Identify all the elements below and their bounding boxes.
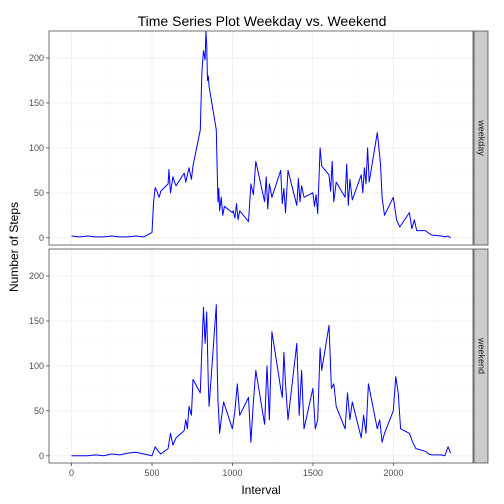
y-axis-title: Number of Steps bbox=[7, 202, 21, 292]
x-tick-label: 500 bbox=[144, 468, 159, 478]
panel-border bbox=[48, 248, 474, 464]
strip-weekend: weekend bbox=[473, 248, 489, 464]
y-tick-label: 200 bbox=[29, 271, 44, 281]
series-line-weekend bbox=[71, 304, 451, 457]
panel-background bbox=[49, 249, 473, 463]
y-tick-label: 50 bbox=[34, 188, 44, 198]
y-tick-label: 100 bbox=[29, 361, 44, 371]
x-tick-label: 1500 bbox=[303, 468, 323, 478]
y-tick-label: 0 bbox=[39, 451, 44, 461]
y-tick-label: 150 bbox=[29, 316, 44, 326]
y-tick-label: 50 bbox=[34, 406, 44, 416]
strip-weekday: weekday bbox=[473, 30, 489, 246]
panel-weekday: 0 50 100 150 200 bbox=[29, 30, 474, 246]
x-axis-title: Interval bbox=[241, 483, 280, 497]
x-tick-label: 0 bbox=[69, 468, 74, 478]
panel-weekend: 0 50 100 150 200 bbox=[29, 248, 474, 464]
panel-border bbox=[48, 30, 474, 246]
y-tick-label: 150 bbox=[29, 98, 44, 108]
strip-background bbox=[473, 30, 489, 246]
y-tick-label: 200 bbox=[29, 53, 44, 63]
panel-background bbox=[49, 31, 473, 245]
facet-label-weekday: weekday bbox=[477, 119, 487, 156]
chart-title: Time Series Plot Weekday vs. Weekend bbox=[138, 13, 387, 29]
y-tick-label: 0 bbox=[39, 233, 44, 243]
strip-background bbox=[473, 248, 489, 464]
x-axis-ticks: 0 500 1000 1500 2000 bbox=[69, 463, 403, 478]
x-tick-label: 1000 bbox=[222, 468, 242, 478]
series-line-weekday bbox=[71, 30, 451, 239]
y-tick-label: 100 bbox=[29, 143, 44, 153]
x-tick-label: 2000 bbox=[383, 468, 403, 478]
facet-label-weekend: weekend bbox=[477, 337, 487, 374]
